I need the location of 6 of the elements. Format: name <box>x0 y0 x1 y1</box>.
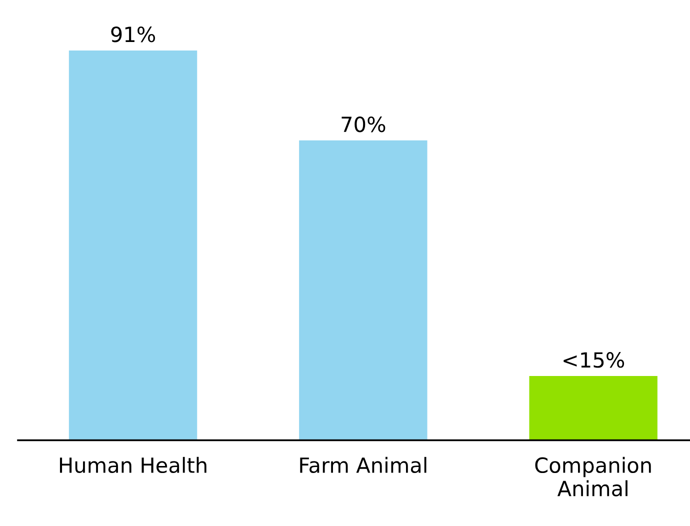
x-tick-label: Companion Animal <box>535 456 651 496</box>
data-label: 91% <box>111 26 156 42</box>
x-tick-label: Human Health <box>60 456 206 474</box>
data-label: 70% <box>342 116 386 132</box>
data-label: <15% <box>564 352 624 368</box>
x-tick-label: Farm Animal <box>300 456 426 474</box>
